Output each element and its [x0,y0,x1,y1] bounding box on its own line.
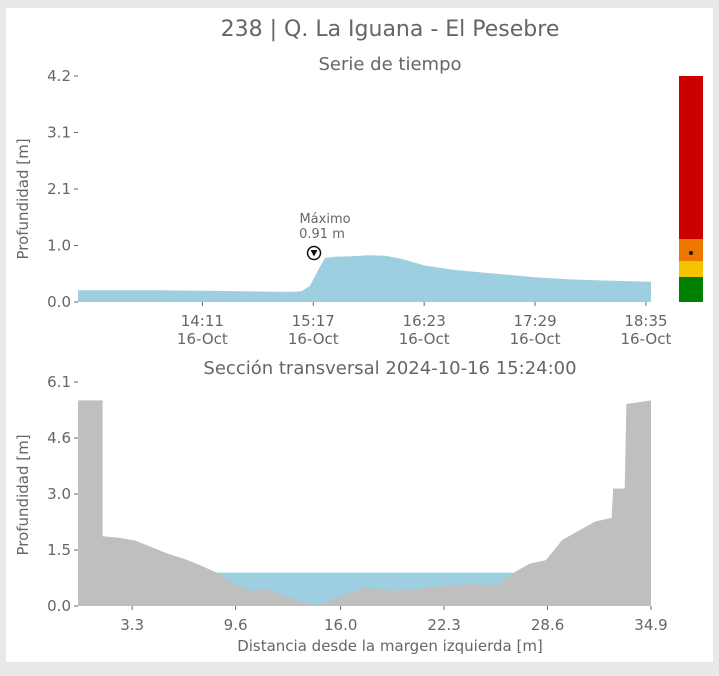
y-tick-label: 1.5 [47,541,71,559]
y-tick-label: 4.6 [47,429,71,447]
depth-series-area [78,255,651,302]
alert-level-orange [679,239,703,261]
maximum-label: Máximo [299,212,350,227]
current-level-marker [689,251,693,255]
y-tick-label: 4.2 [47,67,71,85]
alert-level-yellow [679,261,703,277]
y-tick-label: 3.1 [47,124,71,142]
cross-section-title: Sección transversal 2024-10-16 15:24:00 [203,358,576,379]
x-tick-label: 34.9 [634,616,667,634]
chart-canvas: 238 | Q. La Iguana - El Pesebre Serie de… [14,17,703,655]
x-tick-label: 18:35 [624,312,667,330]
x-tick-date-label: 16-Oct [177,330,228,348]
x-tick-label: 16.0 [324,616,357,634]
x-tick-date-label: 16-Oct [399,330,450,348]
page-title: 238 | Q. La Iguana - El Pesebre [221,17,560,42]
x-tick-label: 17:29 [513,312,556,330]
y-tick-label: 6.1 [47,373,71,391]
x-tick-date-label: 16-Oct [621,330,672,348]
maximum-annotation: Máximo 0.91 m [299,212,351,261]
x-tick-date-label: 16-Oct [288,330,339,348]
y-tick-label: 3.0 [47,485,71,503]
x-tick-date-label: 16-Oct [510,330,561,348]
x-tick-label: 14:11 [181,312,224,330]
x-tick-label: 3.3 [120,616,144,634]
y-tick-label: 0.0 [47,293,71,311]
terrain-area [78,400,651,606]
maximum-triangle-icon [310,250,318,257]
alert-level-green [679,277,703,302]
time-series-chart: Serie de tiempo Profundidad [m] 0.0 1.0 2.… [14,54,671,348]
alert-level-red [679,76,703,239]
time-series-title: Serie de tiempo [318,54,461,75]
x-tick-label: 16:23 [403,312,446,330]
cross-section-ylabel: Profundidad [m] [14,434,32,555]
cross-section-xlabel: Distancia desde la margen izquierda [m] [237,637,543,655]
chart-card: 238 | Q. La Iguana - El Pesebre Serie de… [6,8,713,662]
x-tick-label: 28.6 [531,616,564,634]
y-tick-label: 1.0 [47,237,71,255]
time-series-ylabel: Profundidad [m] [14,138,32,259]
x-tick-label: 22.3 [427,616,460,634]
maximum-value: 0.91 m [299,227,345,242]
x-tick-label: 15:17 [292,312,335,330]
y-tick-label: 0.0 [47,597,71,615]
x-tick-label: 9.6 [224,616,248,634]
alert-scale-bar [679,76,703,302]
cross-section-chart: Sección transversal 2024-10-16 15:24:00 … [14,358,668,655]
y-tick-label: 2.1 [47,180,71,198]
